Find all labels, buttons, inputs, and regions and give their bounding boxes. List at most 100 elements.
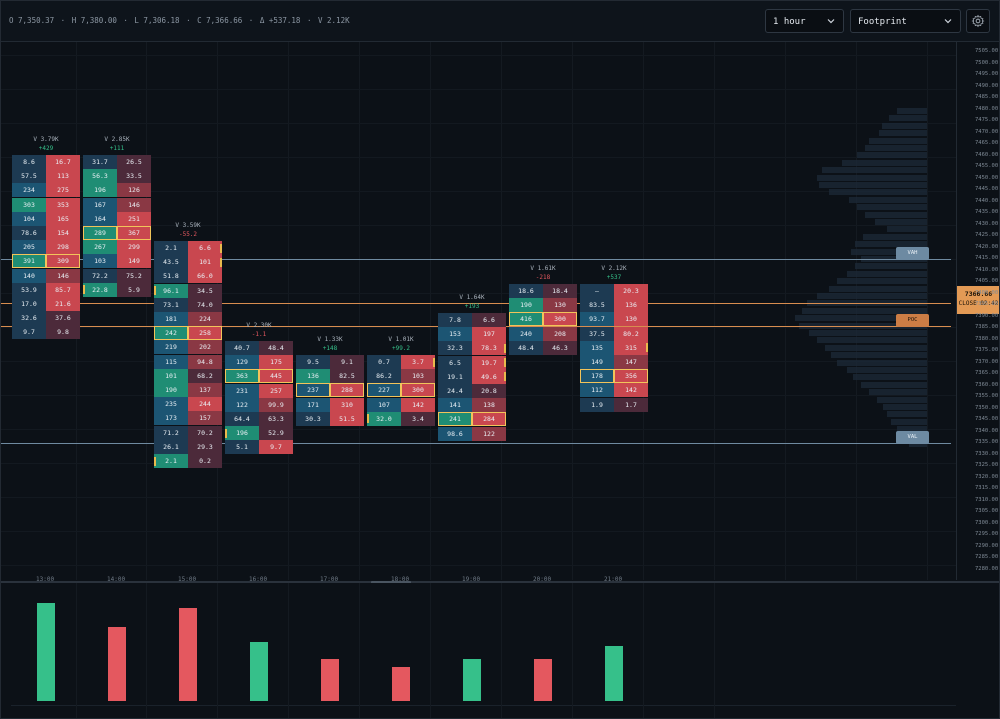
settings-button[interactable] <box>966 9 990 33</box>
bid-volume-cell: 98.6 <box>438 427 472 441</box>
ask-volume-cell: 9.7 <box>259 440 293 454</box>
ask-volume-cell: 29.3 <box>188 440 222 454</box>
bid-volume-cell: 96.1 <box>154 284 188 298</box>
ask-volume-cell: 26.5 <box>117 155 151 169</box>
ask-volume-cell: 258 <box>188 326 222 340</box>
ask-volume-cell: 101 <box>188 255 222 269</box>
volume-baseline <box>11 705 956 706</box>
price-tick-label: 7415.00 <box>975 255 998 261</box>
price-axis[interactable]: 7366.66 CLOSE 02:42 7505.00 7500.00 7495.0… <box>956 42 1000 580</box>
footprint-candle[interactable]: 7.8 6.6 153 197 32.3 78.3 6.5 19.7 19.1 49.6 24.4 2… <box>438 313 506 441</box>
price-tick-label: 7395.00 <box>975 301 998 307</box>
footprint-candle[interactable]: 2.1 6.6 43.5 101 51.8 66.0 96.1 34.5 73.1 74.0 181… <box>154 241 222 468</box>
bid-volume-cell: 171 <box>296 398 330 412</box>
ask-volume-cell: 315 <box>614 341 648 355</box>
footprint-candle[interactable]: 0.7 3.7 86.2 103 227 300 107 142 32.0 3.4 <box>367 355 435 426</box>
footprint-candle[interactable]: –20.3 83.5 136 93.7 130 37.5 80.2 135 315 149 147 1… <box>580 284 648 412</box>
ask-volume-cell: 20.8 <box>472 384 506 398</box>
bid-volume-cell: 153 <box>438 327 472 341</box>
bid-volume-cell: 6.5 <box>438 356 472 370</box>
volume-bar <box>392 667 410 701</box>
bid-volume-cell: 31.7 <box>83 155 117 169</box>
ask-imbalance-marker <box>433 358 435 367</box>
bid-imbalance-marker <box>154 286 156 295</box>
volume-bar <box>179 608 197 701</box>
volume-bar <box>321 659 339 701</box>
volume-profile-bar <box>863 234 927 240</box>
ask-volume-cell: 136 <box>614 298 648 312</box>
ohlc-delta: Δ +537.18 <box>260 16 301 25</box>
price-tick-label: 7460.00 <box>975 152 998 158</box>
bid-volume-cell: 303 <box>12 198 46 212</box>
ask-volume-cell: 52.9 <box>259 426 293 440</box>
timeframe-select[interactable]: 1 hour <box>765 9 844 33</box>
price-tick-label: 7390.00 <box>975 313 998 319</box>
chevron-down-icon <box>943 16 953 26</box>
vah-label: VAH <box>896 247 929 260</box>
grid-line <box>288 583 289 718</box>
volume-profile-bar <box>849 197 927 203</box>
volume-profile-bar <box>897 108 927 114</box>
bid-volume-cell: 2.1 <box>154 454 188 468</box>
volume-profile-bar <box>887 226 927 232</box>
ask-volume-cell: 130 <box>614 312 648 326</box>
candle-volume: V 1.33K <box>296 335 364 344</box>
bid-volume-cell: 51.8 <box>154 269 188 283</box>
volume-profile-bar <box>889 115 927 121</box>
chevron-down-icon <box>826 16 836 26</box>
volume-profile-bar <box>837 360 927 366</box>
price-tick-label: 7500.00 <box>975 60 998 66</box>
candle-header: V 1.33K +148 <box>296 335 364 353</box>
ask-volume-cell: 146 <box>117 198 151 212</box>
candle-delta: -1.1 <box>225 330 293 339</box>
volume-profile-bar <box>857 152 927 158</box>
footprint-candle[interactable]: 31.7 26.5 56.3 33.5 196 126 167 146 164 251 289 367… <box>83 155 151 297</box>
grid-line <box>1 55 956 56</box>
bid-volume-cell: 190 <box>154 383 188 397</box>
bid-volume-cell: 196 <box>225 426 259 440</box>
price-tick-label: 7285.00 <box>975 554 998 560</box>
bid-volume-cell: 64.4 <box>225 412 259 426</box>
price-tick-label: 7435.00 <box>975 209 998 215</box>
ask-volume-cell: 309 <box>46 254 80 268</box>
price-tick-label: 7300.00 <box>975 520 998 526</box>
ask-volume-cell: 138 <box>472 398 506 412</box>
grid-line <box>76 583 77 718</box>
price-tick-label: 7325.00 <box>975 462 998 468</box>
bid-volume-cell: 136 <box>296 369 330 383</box>
footprint-candle[interactable]: 9.5 9.1 136 82.5 237 288 171 310 30.3 51.5 <box>296 355 364 426</box>
ask-volume-cell: 49.6 <box>472 370 506 384</box>
footprint-chart-area[interactable]: VAH POC VAL V 3.79K +429 8.6 16.7 57.5 113 234 275… <box>1 42 956 580</box>
volume-bar <box>250 642 268 701</box>
price-tick-label: 7440.00 <box>975 198 998 204</box>
volume-profile-bar <box>879 130 927 136</box>
candle-volume: V 3.79K <box>12 135 80 144</box>
chart-type-select[interactable]: Footprint <box>850 9 961 33</box>
candle-header: V 3.59K -55.2 <box>154 221 222 239</box>
price-tick-label: 7450.00 <box>975 175 998 181</box>
volume-pane[interactable] <box>1 583 999 718</box>
candle-delta: +193 <box>438 302 506 311</box>
timeframe-value: 1 hour <box>773 17 806 27</box>
gear-icon <box>971 14 985 28</box>
ask-imbalance-marker <box>220 258 222 267</box>
price-tick-label: 7480.00 <box>975 106 998 112</box>
footprint-candle[interactable]: 18.6 18.4 190 130 416 300 240 208 48.4 46.3 <box>509 284 577 355</box>
ask-volume-cell: 75.2 <box>117 269 151 283</box>
bid-imbalance-marker <box>83 285 85 294</box>
price-tick-label: 7410.00 <box>975 267 998 273</box>
bid-volume-cell: 391 <box>12 254 46 268</box>
ask-imbalance-marker <box>504 358 506 367</box>
price-tick-label: 7360.00 <box>975 382 998 388</box>
volume-profile-bar <box>825 345 927 351</box>
bid-volume-cell: 104 <box>12 212 46 226</box>
ask-volume-cell: 122 <box>472 427 506 441</box>
poc-label: POC <box>896 314 929 327</box>
bid-volume-cell: 235 <box>154 397 188 411</box>
footprint-candle[interactable]: 8.6 16.7 57.5 113 234 275 303 353 104 165 78.6 154 2… <box>12 155 80 340</box>
footprint-candle[interactable]: 40.7 48.4 129 175 363 445 231 257 122 99.9 64.4 63.… <box>225 341 293 455</box>
bid-volume-cell: 0.7 <box>367 355 401 369</box>
bid-volume-cell: 8.6 <box>12 155 46 169</box>
bid-volume-cell: 164 <box>83 212 117 226</box>
ask-volume-cell: 142 <box>614 383 648 397</box>
